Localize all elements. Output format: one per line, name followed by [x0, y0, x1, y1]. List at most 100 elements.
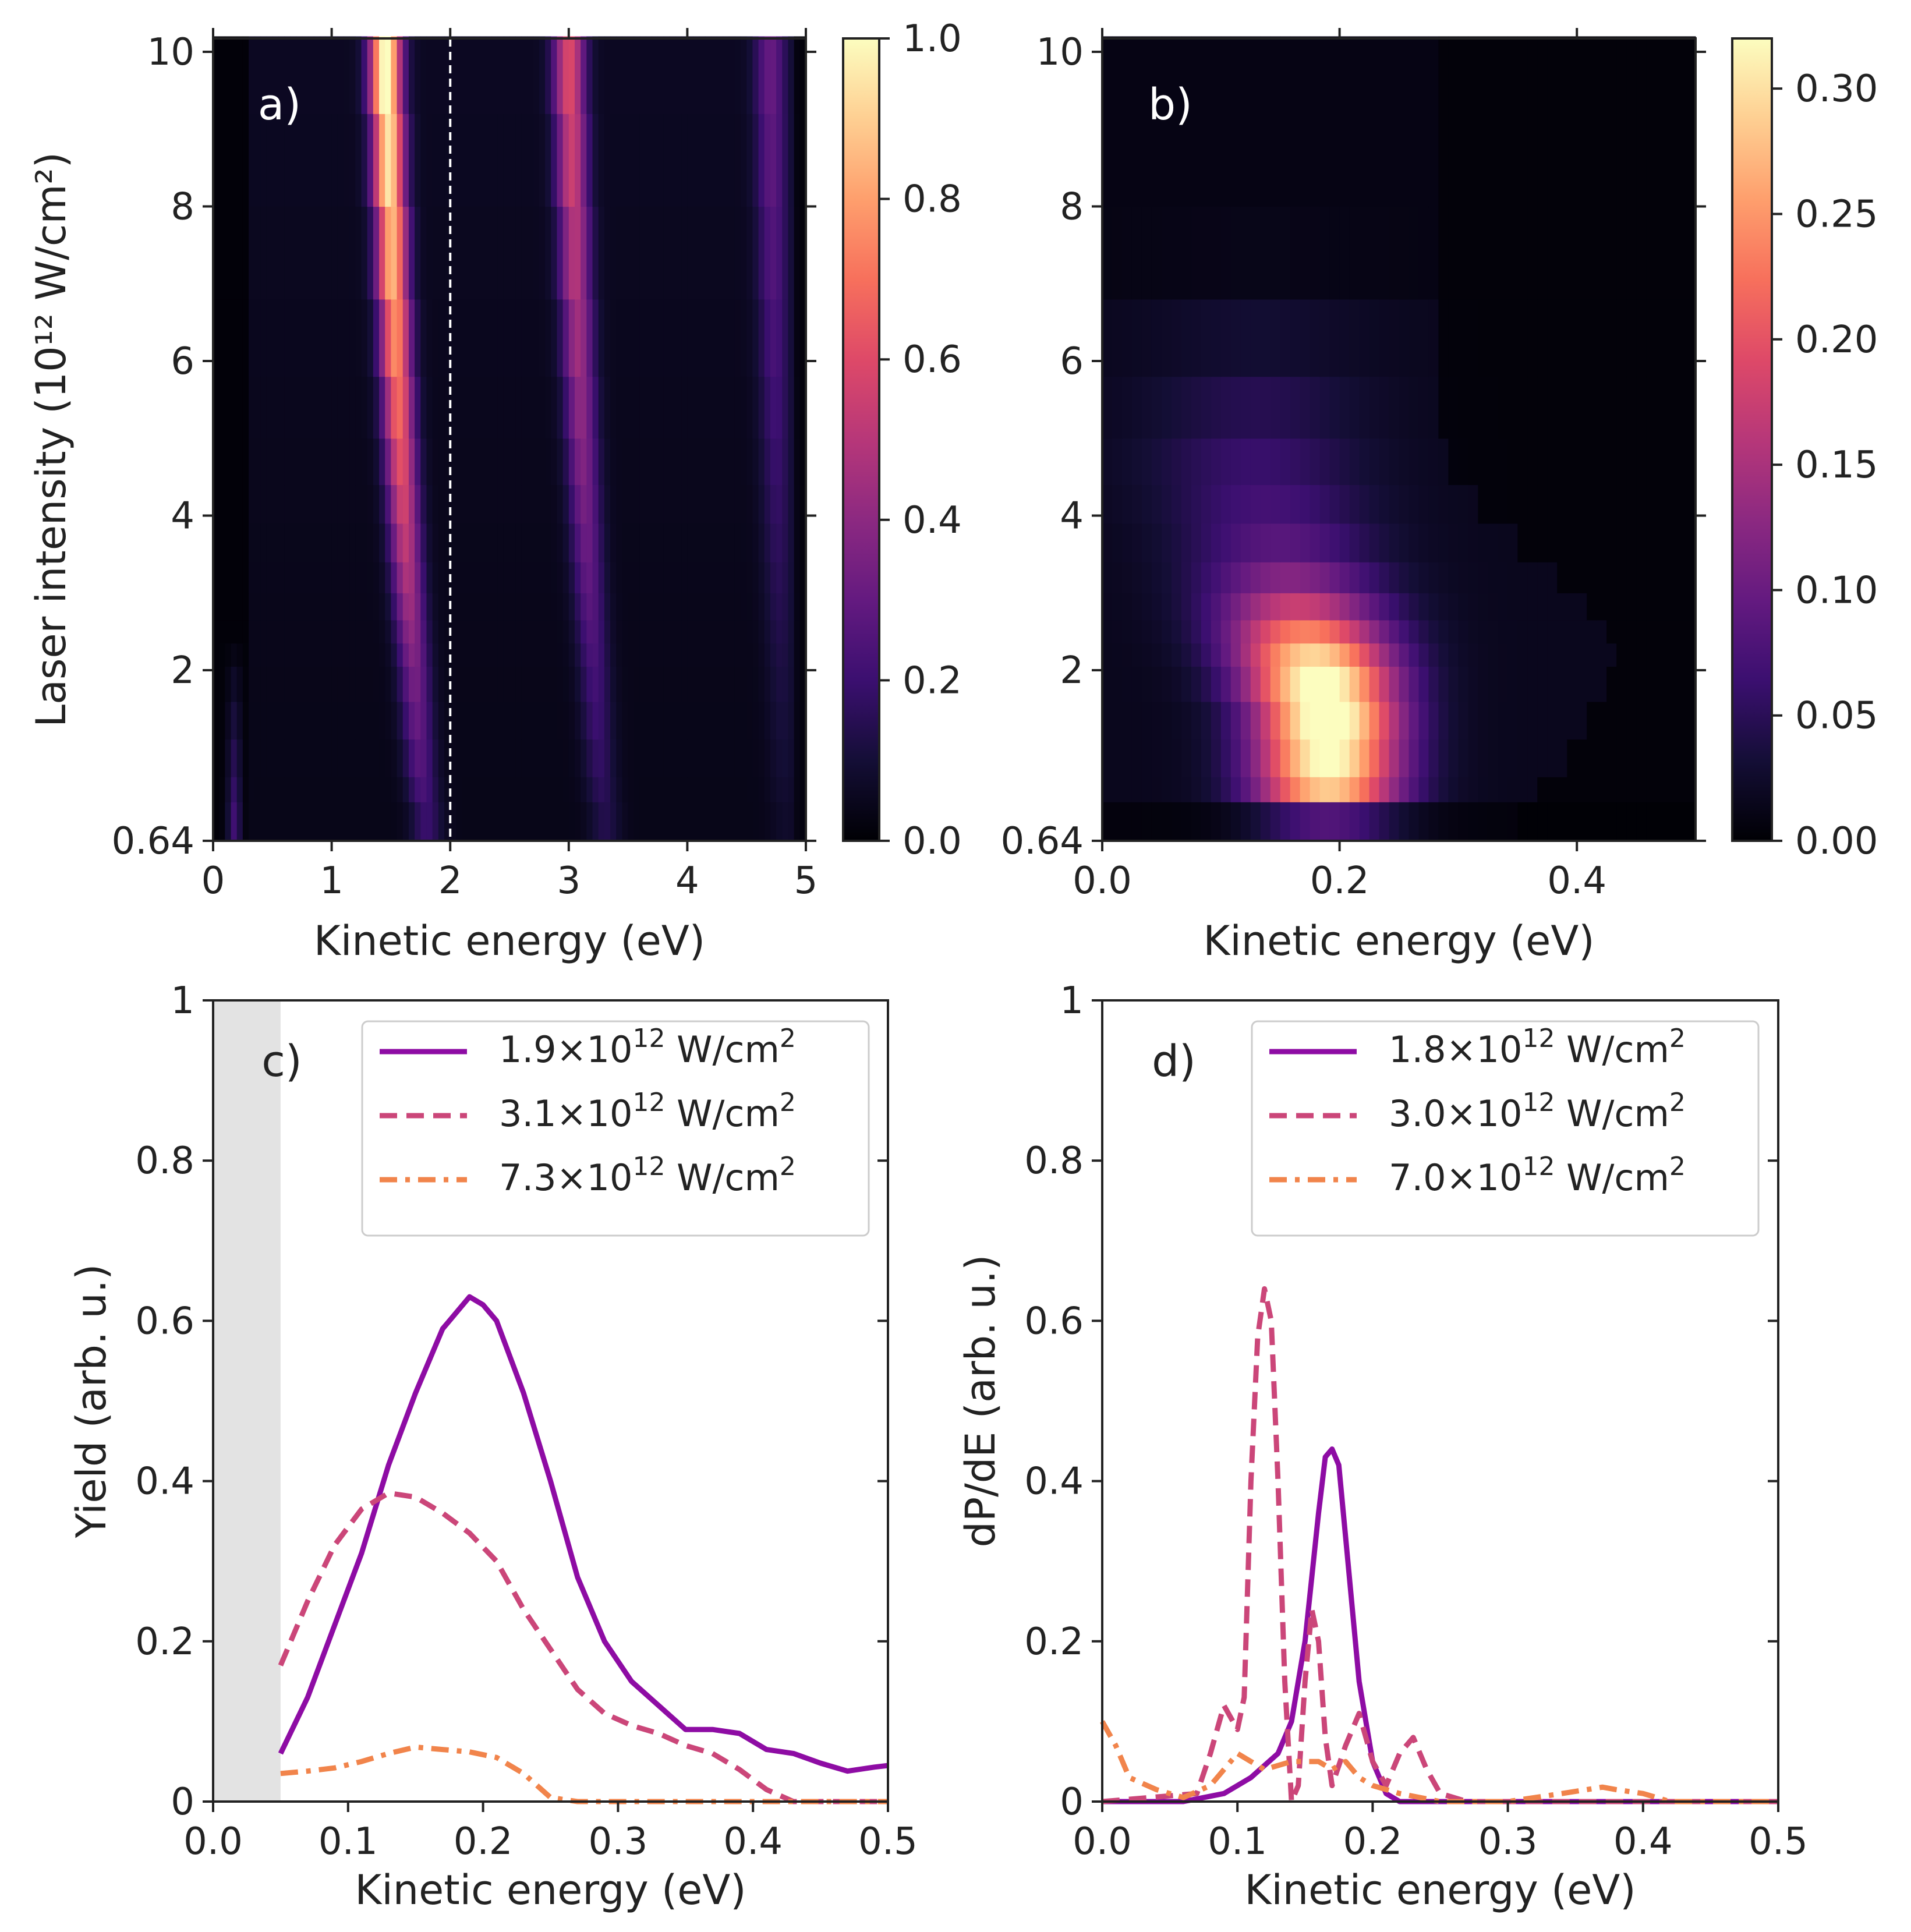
- heatmap-cell: [1112, 666, 1123, 702]
- heatmap-cell: [592, 36, 599, 114]
- heatmap-cell: [1171, 484, 1182, 524]
- heatmap-cell: [1597, 666, 1607, 702]
- heatmap-cell: [391, 593, 398, 621]
- heatmap-cell: [598, 777, 605, 802]
- heatmap-cell: [1557, 376, 1567, 439]
- heatmap-cell: [1409, 523, 1420, 562]
- heatmap-cell: [1626, 438, 1637, 486]
- heatmap-cell: [693, 802, 700, 841]
- heatmap-cell: [687, 206, 694, 300]
- heatmap-cell: [219, 620, 225, 644]
- heatmap-cell: [1369, 36, 1380, 114]
- heatmap-cell: [402, 620, 409, 644]
- heatmap-cell: [1191, 376, 1202, 439]
- heatmap-cell: [1369, 593, 1380, 621]
- heatmap-cell: [1240, 299, 1251, 377]
- heatmap-cell: [1567, 739, 1577, 777]
- heatmap-cell: [687, 376, 694, 439]
- heatmap-cell: [1428, 620, 1439, 644]
- heatmap-cell: [1527, 666, 1538, 702]
- heatmap-cell: [1527, 299, 1538, 377]
- heatmap-cell: [1131, 643, 1142, 667]
- heatmap-cell: [1587, 739, 1597, 777]
- heatmap-cell: [444, 802, 451, 841]
- heatmap-cell: [231, 802, 238, 841]
- heatmap-cell: [1468, 562, 1478, 593]
- heatmap-cell: [521, 114, 528, 207]
- heatmap-cell: [397, 666, 404, 702]
- heatmap-cell: [799, 777, 806, 802]
- heatmap-cell: [1290, 739, 1301, 777]
- heatmap-cell: [509, 562, 516, 593]
- heatmap-cell: [675, 299, 682, 377]
- heatmap-cell: [1468, 376, 1478, 439]
- heatmap-cell: [1577, 802, 1587, 841]
- heatmap-cell: [296, 523, 303, 562]
- heatmap-cell: [545, 376, 551, 439]
- heatmap-cell: [1478, 36, 1488, 114]
- heatmap-cell: [1567, 523, 1577, 562]
- heatmap-cell: [1686, 802, 1696, 841]
- heatmap-cell: [776, 562, 783, 593]
- heatmap-cell: [1250, 620, 1261, 644]
- heatmap-cell: [657, 802, 664, 841]
- heatmap-cell: [652, 114, 659, 207]
- heatmap-cell: [249, 562, 255, 593]
- heatmap-cell: [1656, 643, 1666, 667]
- heatmap-cell: [705, 701, 712, 740]
- heatmap-cell: [1597, 206, 1607, 300]
- heatmap-cell: [1300, 701, 1311, 740]
- heatmap-cell: [415, 593, 421, 621]
- heatmap-cell: [764, 593, 771, 621]
- heatmap-cell: [1399, 666, 1410, 702]
- heatmap-cell: [1428, 206, 1439, 300]
- heatmap-cell: [1181, 701, 1192, 740]
- heatmap-cell: [1498, 620, 1508, 644]
- heatmap-cell: [1517, 562, 1528, 593]
- heatmap-cell: [728, 484, 735, 524]
- heatmap-cell: [628, 206, 635, 300]
- heatmap-cell: [343, 299, 350, 377]
- heatmap-cell: [1507, 36, 1518, 114]
- heatmap-cell: [1537, 777, 1548, 802]
- heatmap-cell: [1181, 643, 1192, 667]
- heatmap-cell: [1171, 643, 1182, 667]
- heatmap-cell: [1240, 438, 1251, 486]
- heatmap-cell: [1577, 484, 1587, 524]
- heatmap-cell: [723, 802, 730, 841]
- heatmap-cell: [1220, 299, 1231, 377]
- heatmap-cell: [213, 484, 220, 524]
- heatmap-cell: [355, 376, 362, 439]
- heatmap-cell: [562, 438, 569, 486]
- heatmap-cell: [325, 206, 332, 300]
- heatmap-cell: [325, 593, 332, 621]
- heatmap-cell: [402, 802, 409, 841]
- heatmap-cell: [355, 206, 362, 300]
- heatmap-cell: [491, 666, 498, 702]
- heatmap-cell: [1606, 484, 1617, 524]
- heatmap-cell: [1606, 438, 1617, 486]
- heatmap-cell: [598, 376, 605, 439]
- heatmap-cell: [462, 523, 469, 562]
- heatmap-cell: [557, 299, 564, 377]
- heatmap-cell: [1418, 562, 1429, 593]
- heatmap-cell: [1112, 643, 1123, 667]
- heatmap-cell: [717, 36, 724, 114]
- heatmap-cell: [1567, 701, 1577, 740]
- heatmap-cell: [320, 593, 327, 621]
- heatmap-cell: [1438, 620, 1449, 644]
- heatmap-cell: [693, 299, 700, 377]
- heatmap-cell: [236, 299, 243, 377]
- heatmap-cell: [426, 620, 433, 644]
- heatmap-cell: [1359, 802, 1370, 841]
- heatmap-cell: [1300, 593, 1311, 621]
- heatmap-cell: [1616, 36, 1627, 114]
- heatmap-cell: [1597, 376, 1607, 439]
- heatmap-cell: [1191, 562, 1202, 593]
- heatmap-cell: [699, 643, 706, 667]
- heatmap-cell: [1409, 36, 1420, 114]
- heatmap-cell: [1468, 523, 1478, 562]
- heatmap-cell: [509, 666, 516, 702]
